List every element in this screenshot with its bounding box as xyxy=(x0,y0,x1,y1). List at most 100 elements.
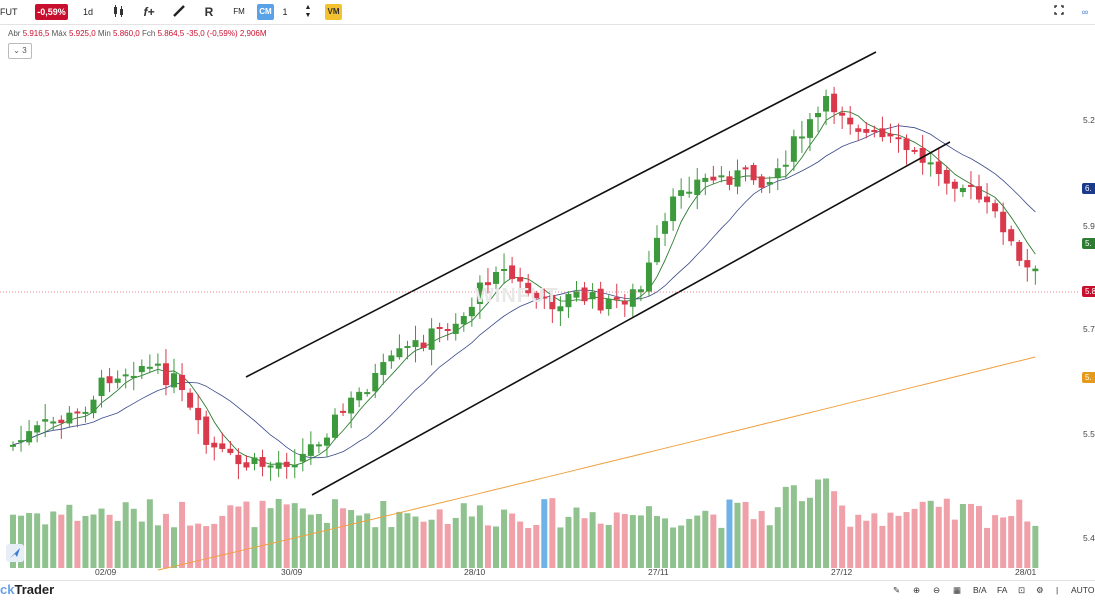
candle-body xyxy=(1032,268,1039,272)
volume-bar xyxy=(412,516,419,568)
volume-bar xyxy=(654,516,660,568)
candle-body xyxy=(943,170,950,184)
candle-body xyxy=(1024,260,1031,268)
studies-toggle[interactable]: ⌄ 3 xyxy=(8,43,32,59)
candle-body xyxy=(694,179,701,195)
grid-icon[interactable]: ▦ xyxy=(953,585,962,595)
fm-button[interactable]: FM xyxy=(233,7,245,16)
volume-bar xyxy=(847,526,854,568)
volume-bar xyxy=(364,513,371,568)
candle-body xyxy=(219,443,226,449)
pencil-icon[interactable] xyxy=(170,4,188,20)
candle-body xyxy=(436,326,443,329)
candle-body xyxy=(138,365,145,373)
volume-bar xyxy=(460,503,467,568)
candle-body xyxy=(227,448,234,453)
volume-bar xyxy=(951,519,958,568)
max-label: Máx xyxy=(51,29,67,38)
volume-bar xyxy=(742,501,749,568)
stepper-icon[interactable]: ▲ ▼ xyxy=(304,4,312,19)
volume-bar xyxy=(315,513,322,568)
volume-bar xyxy=(758,511,765,568)
bar-fa[interactable]: FA xyxy=(997,585,1008,595)
trend-channel[interactable] xyxy=(245,51,951,496)
function-button[interactable]: f+ xyxy=(143,5,155,19)
volume-bar xyxy=(476,505,483,568)
price-tick: 5.95 xyxy=(1083,221,1095,231)
candle-body xyxy=(493,271,499,284)
candles-icon[interactable] xyxy=(110,4,128,20)
volume-bar xyxy=(766,525,773,568)
volume-bar xyxy=(219,515,226,568)
cm-button[interactable]: CM xyxy=(257,4,274,20)
zoom-icon[interactable]: ⊕ xyxy=(913,585,921,595)
volume-bar xyxy=(549,498,556,568)
camera-icon[interactable]: ⊡ xyxy=(1018,585,1026,595)
volume-bar xyxy=(428,519,435,568)
volume-bar xyxy=(332,499,338,568)
volume-bar xyxy=(694,515,701,568)
candle-body xyxy=(959,187,966,193)
vm-button[interactable]: VM xyxy=(325,4,342,20)
candle-body xyxy=(162,363,169,386)
candle-body xyxy=(98,377,105,397)
candle-body xyxy=(42,419,49,422)
pencil-icon[interactable]: ✎ xyxy=(893,585,901,595)
link-icon[interactable]: ∞ xyxy=(1081,7,1089,17)
volume-bar xyxy=(903,512,910,568)
volume-bar xyxy=(613,512,620,568)
volume-bar xyxy=(436,509,443,568)
candle-body xyxy=(597,288,604,311)
ma-long-line xyxy=(157,356,1036,571)
volume-bar xyxy=(629,515,636,568)
interval-button[interactable]: 1d xyxy=(82,7,93,17)
price-chart[interactable] xyxy=(0,25,1095,580)
cm-value-input[interactable]: 1 xyxy=(282,7,288,17)
candle-body xyxy=(686,191,693,194)
volume-bar xyxy=(179,501,186,568)
candle-body xyxy=(605,298,612,310)
settings-icon[interactable]: ⚙ xyxy=(1036,585,1044,595)
volume-bar xyxy=(26,513,33,568)
volume-bar xyxy=(162,513,169,568)
candle-body xyxy=(299,453,306,462)
volume-bar xyxy=(404,513,411,568)
candle-body xyxy=(654,237,660,263)
candle-body xyxy=(106,376,113,384)
min-label: Min xyxy=(97,29,111,38)
candle-body xyxy=(670,196,677,222)
candle-body xyxy=(323,437,330,446)
symbol-label[interactable]: FUT xyxy=(0,7,18,17)
volume-bar xyxy=(171,527,177,568)
channel-upper-line xyxy=(245,51,877,378)
fullscreen-icon[interactable] xyxy=(1052,4,1066,20)
volume-bar xyxy=(468,516,475,568)
date-tick: 28/10 xyxy=(464,567,486,577)
auto-scale-button[interactable]: AUTO xyxy=(1071,585,1095,595)
candle-body xyxy=(967,184,974,187)
candle-body xyxy=(58,419,65,424)
candle-body xyxy=(74,411,81,414)
price-tick: 5.79 xyxy=(1083,324,1095,334)
candle-body xyxy=(122,374,129,377)
candle-body xyxy=(734,170,741,187)
candle-body xyxy=(879,128,886,138)
volume-bar xyxy=(227,505,234,568)
candle-body xyxy=(444,329,451,332)
bar-b-a[interactable]: B/A xyxy=(973,585,987,595)
volume-bar xyxy=(10,514,16,568)
candle-body xyxy=(790,136,797,162)
min-value: 5.860,0 xyxy=(113,29,140,38)
volume-bar xyxy=(154,525,161,568)
zoom-out-icon[interactable]: ⊖ xyxy=(933,585,941,595)
candle-body xyxy=(823,96,830,112)
volume-bar xyxy=(517,521,524,568)
volume-bar xyxy=(637,515,644,568)
volume-bar xyxy=(1000,517,1007,568)
volume-bar xyxy=(444,524,451,568)
volume-bar xyxy=(484,525,491,568)
indicator-r-button[interactable]: R xyxy=(204,5,214,19)
candle-body xyxy=(291,464,298,468)
candle-body xyxy=(629,289,636,307)
navigation-icon[interactable] xyxy=(6,544,24,562)
